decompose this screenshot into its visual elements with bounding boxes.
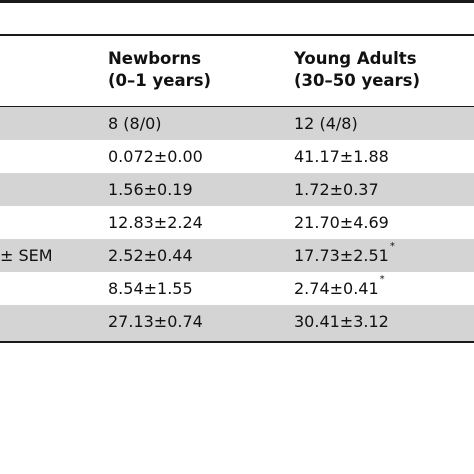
bottom-rule xyxy=(0,341,474,343)
column-header-young-adults-range: (30–50 years) xyxy=(294,71,421,90)
young-adults-cell: 41.17±1.88 xyxy=(294,140,390,173)
column-header-newborns-range: (0–1 years) xyxy=(108,71,212,90)
young-adults-value: 41.17±1.88 xyxy=(294,147,389,166)
young-adults-cell: 17.73±2.51* xyxy=(294,239,395,272)
young-adults-cell: 21.70±4.69 xyxy=(294,206,390,239)
top-rule xyxy=(0,0,474,3)
young-adults-cell: 1.72±0.37 xyxy=(294,173,380,206)
young-adults-cell: 30.41±3.12 xyxy=(294,305,390,338)
newborns-value: 12.83±2.24 xyxy=(108,213,203,232)
young-adults-cell: 12 (4/8) xyxy=(294,107,359,140)
young-adults-value: 21.70±4.69 xyxy=(294,213,389,232)
header-top-rule xyxy=(0,34,474,36)
newborns-value: 27.13±0.74 xyxy=(108,312,203,331)
table-row: 27.13±0.74 30.41±3.12 xyxy=(0,305,474,341)
significance-mark: * xyxy=(389,241,395,252)
significance-mark: * xyxy=(379,274,385,285)
table-row: 1.56±0.19 1.72±0.37 xyxy=(0,173,474,206)
table-row: ± SEM 2.52±0.44 17.73±2.51* xyxy=(0,239,474,272)
newborns-value: 1.56±0.19 xyxy=(108,180,193,199)
table-row: 0.072±0.00 41.17±1.88 xyxy=(0,140,474,173)
column-header-newborns: Newborns (0–1 years) xyxy=(108,48,211,92)
young-adults-value: 2.74±0.41 xyxy=(294,279,379,298)
column-header-newborns-title: Newborns xyxy=(108,49,202,68)
column-header-young-adults-title: Young Adults xyxy=(294,49,417,68)
young-adults-value: 30.41±3.12 xyxy=(294,312,389,331)
table-row: 8 (8/0) 12 (4/8) xyxy=(0,107,474,140)
young-adults-value: 1.72±0.37 xyxy=(294,180,379,199)
newborns-value: 0.072±0.00 xyxy=(108,147,203,166)
young-adults-cell: 2.74±0.41* xyxy=(294,272,385,305)
table-row: 12.83±2.24 21.70±4.69 xyxy=(0,206,474,239)
header-bottom-rule xyxy=(0,106,474,107)
newborns-value: 8 (8/0) xyxy=(108,114,162,133)
young-adults-value: 17.73±2.51 xyxy=(294,246,389,265)
row-label: ± SEM xyxy=(0,246,53,265)
newborns-value: 2.52±0.44 xyxy=(108,246,193,265)
young-adults-value: 12 (4/8) xyxy=(294,114,358,133)
table-row: 8.54±1.55 2.74±0.41* xyxy=(0,272,474,305)
column-header-young-adults: Young Adults (30–50 years) xyxy=(294,48,420,92)
newborns-value: 8.54±1.55 xyxy=(108,279,193,298)
